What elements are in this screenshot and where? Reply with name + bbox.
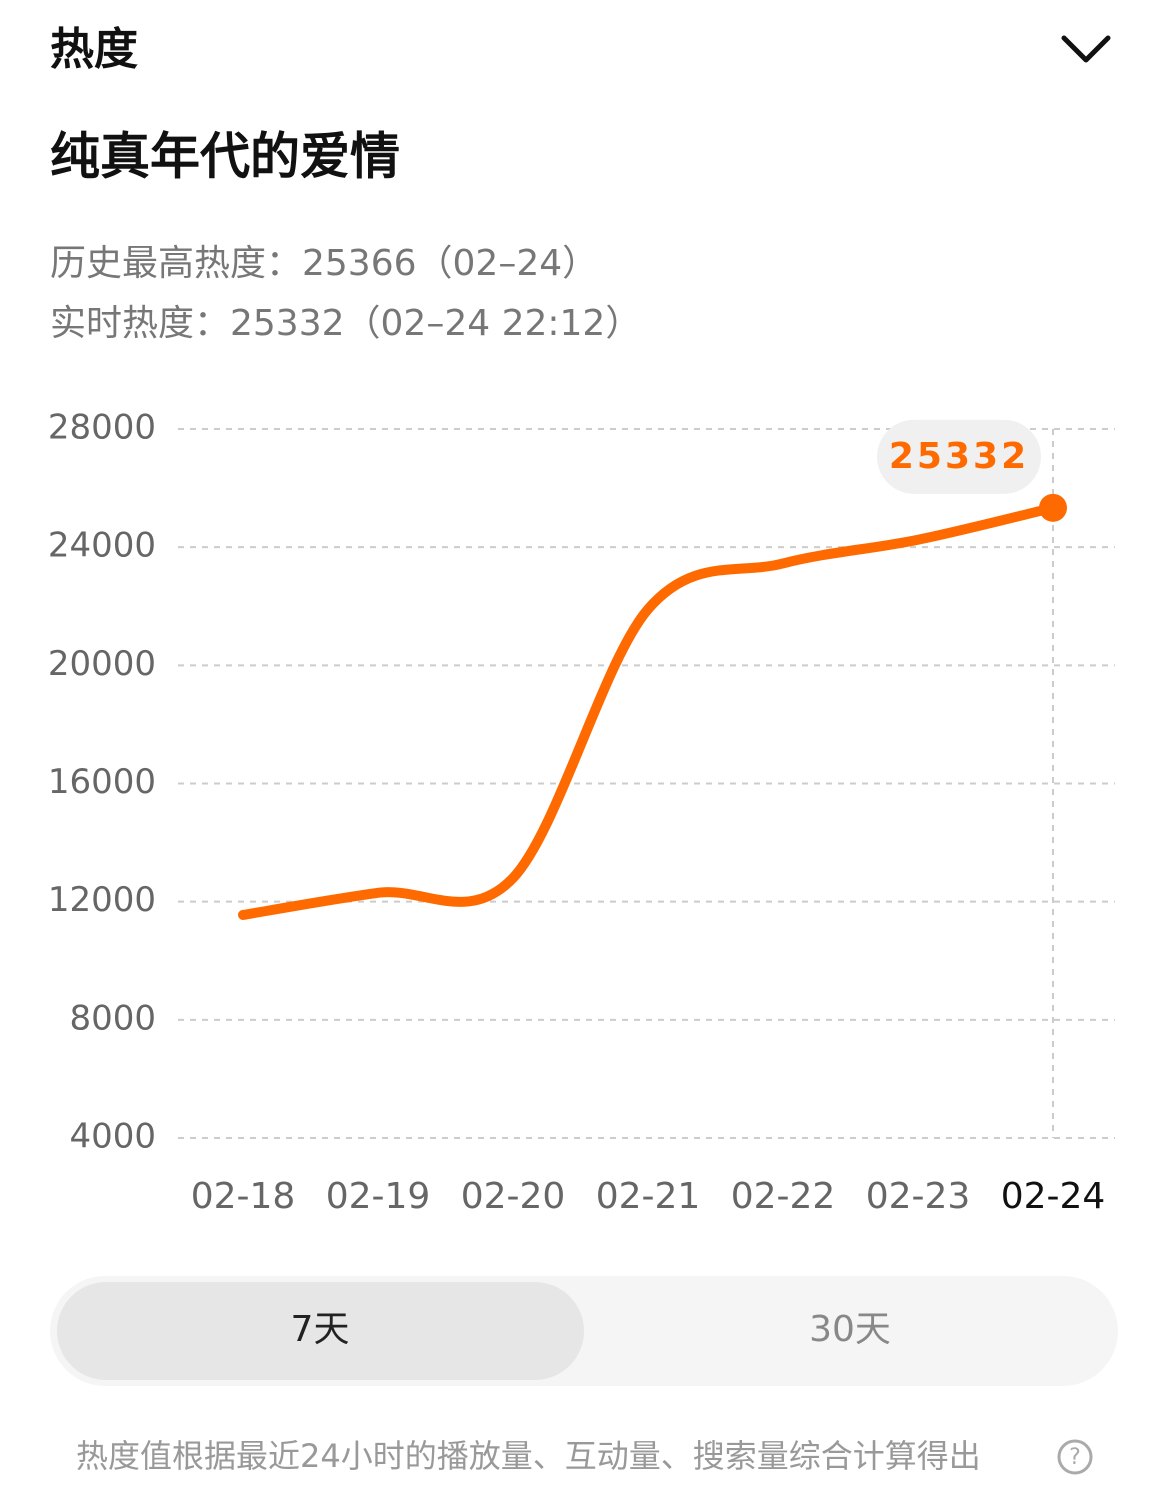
y-tick-label: 16000 <box>48 762 156 802</box>
y-tick-label: 4000 <box>69 1117 156 1157</box>
x-tick-label: 02-24 <box>1001 1176 1106 1217</box>
tab-selected-bg <box>57 1282 584 1380</box>
x-tick-label: 02-21 <box>596 1176 701 1217</box>
tab-30d[interactable]: 30天 <box>809 1309 891 1350</box>
y-tick-label: 12000 <box>48 880 156 920</box>
realtime-stat: 实时热度：25332（02–24 22:12） <box>50 303 641 344</box>
tab-7d[interactable]: 7天 <box>291 1309 350 1350</box>
x-tick-label: 02-18 <box>191 1176 296 1217</box>
line <box>238 502 1058 920</box>
y-tick-label: 28000 <box>48 408 156 448</box>
footer-note: 热度值根据最近24小时的播放量、互动量、搜索量综合计算得出 <box>76 1437 981 1475</box>
value-label: 25332 <box>889 436 1029 477</box>
header-title: 热度 <box>50 24 138 75</box>
x-tick-label: 02-20 <box>461 1176 566 1217</box>
x-tick-label: 02-22 <box>731 1176 836 1217</box>
y-tick-label: 20000 <box>48 644 156 684</box>
drama-title: 纯真年代的爱情 <box>50 128 400 186</box>
help-icon-glyph: ? <box>1069 1445 1081 1470</box>
highlight-point <box>1039 493 1067 522</box>
x-tick-label: 02-23 <box>866 1176 971 1217</box>
y-tick-label: 24000 <box>48 526 156 566</box>
help-icon[interactable] <box>1057 1439 1093 1475</box>
x-tick-label: 02-19 <box>326 1176 431 1217</box>
y-tick-label: 8000 <box>69 998 156 1038</box>
collapse-chevron[interactable] <box>1061 35 1111 63</box>
value-bubble <box>877 419 1041 494</box>
peak-stat: 历史最高热度：25366（02–24） <box>50 243 598 284</box>
